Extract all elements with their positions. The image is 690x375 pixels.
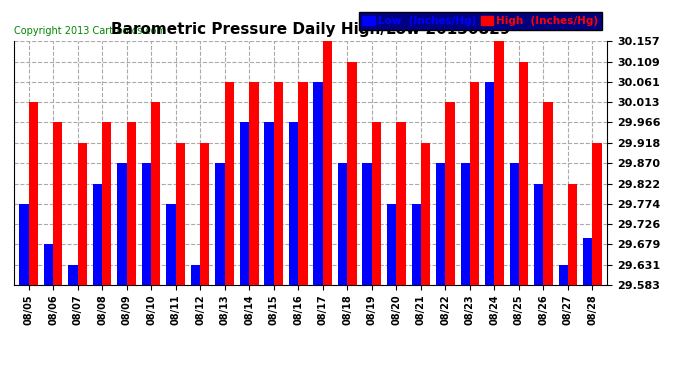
Bar	[92, 183, 102, 285]
Bar	[445, 102, 455, 285]
Bar	[176, 143, 185, 285]
Bar	[313, 82, 323, 285]
Bar	[534, 183, 544, 285]
Bar	[338, 163, 347, 285]
Bar	[191, 265, 200, 285]
Bar	[485, 82, 495, 285]
Bar	[68, 265, 77, 285]
Bar	[151, 102, 161, 285]
Bar	[53, 122, 62, 285]
Bar	[289, 122, 298, 285]
Bar	[126, 122, 136, 285]
Bar	[593, 143, 602, 285]
Bar	[215, 163, 225, 285]
Bar	[559, 265, 568, 285]
Bar	[142, 163, 151, 285]
Bar	[372, 122, 381, 285]
Bar	[117, 163, 126, 285]
Bar	[460, 163, 470, 285]
Bar	[249, 82, 259, 285]
Bar	[470, 82, 479, 285]
Bar	[411, 204, 421, 285]
Bar	[264, 122, 274, 285]
Bar	[28, 102, 38, 285]
Title: Barometric Pressure Daily High/Low 20130829: Barometric Pressure Daily High/Low 20130…	[111, 22, 510, 37]
Bar	[225, 82, 234, 285]
Bar	[347, 62, 357, 285]
Bar	[519, 62, 529, 285]
Bar	[396, 122, 406, 285]
Bar	[77, 143, 87, 285]
Bar	[274, 82, 283, 285]
Bar	[583, 238, 593, 285]
Bar	[102, 122, 111, 285]
Bar	[495, 41, 504, 285]
Bar	[362, 163, 372, 285]
Bar	[166, 204, 176, 285]
Bar	[200, 143, 210, 285]
Bar	[19, 204, 28, 285]
Bar	[544, 102, 553, 285]
Bar	[568, 183, 578, 285]
Bar	[43, 244, 53, 285]
Bar	[323, 41, 332, 285]
Text: Copyright 2013 Cartronics.com: Copyright 2013 Cartronics.com	[14, 26, 166, 36]
Bar	[387, 204, 396, 285]
Bar	[240, 122, 249, 285]
Bar	[436, 163, 445, 285]
Bar	[421, 143, 430, 285]
Legend: Low  (Inches/Hg), High  (Inches/Hg): Low (Inches/Hg), High (Inches/Hg)	[359, 12, 602, 30]
Bar	[298, 82, 308, 285]
Bar	[510, 163, 519, 285]
